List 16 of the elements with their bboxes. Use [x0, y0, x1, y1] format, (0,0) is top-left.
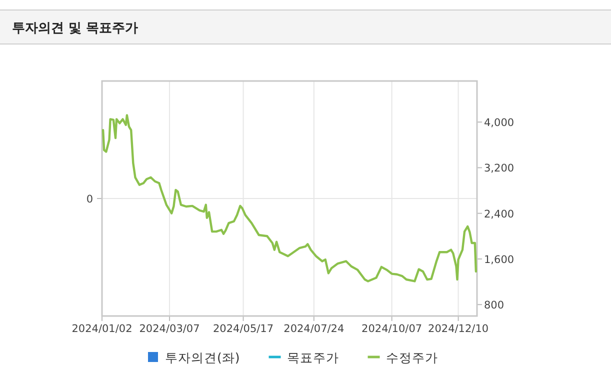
y2-tick-label: 3,200 — [484, 162, 514, 175]
x-tick-label: 2024/10/07 — [362, 323, 422, 335]
x-tick-label: 2024/01/02 — [72, 323, 132, 335]
legend-label: 목표주가 — [286, 350, 339, 365]
x-tick-label: 2024/12/10 — [428, 323, 489, 335]
x-tick-label: 2024/05/17 — [213, 323, 274, 335]
y2-tick-label: 800 — [484, 300, 504, 312]
x-tick-label: 2024/07/24 — [284, 323, 344, 335]
y2-tick-label: 1,600 — [484, 254, 514, 266]
legend-label: 투자의견(좌) — [165, 350, 240, 365]
chart-title: 투자의견 및 목표주가 — [12, 21, 138, 36]
y2-tick-label: 2,400 — [484, 208, 514, 220]
y2-tick-label: 4,000 — [484, 117, 514, 130]
x-tick-label: 2024/03/07 — [139, 323, 200, 335]
legend-label: 수정주가 — [386, 350, 438, 365]
text: 0 — [86, 194, 93, 206]
